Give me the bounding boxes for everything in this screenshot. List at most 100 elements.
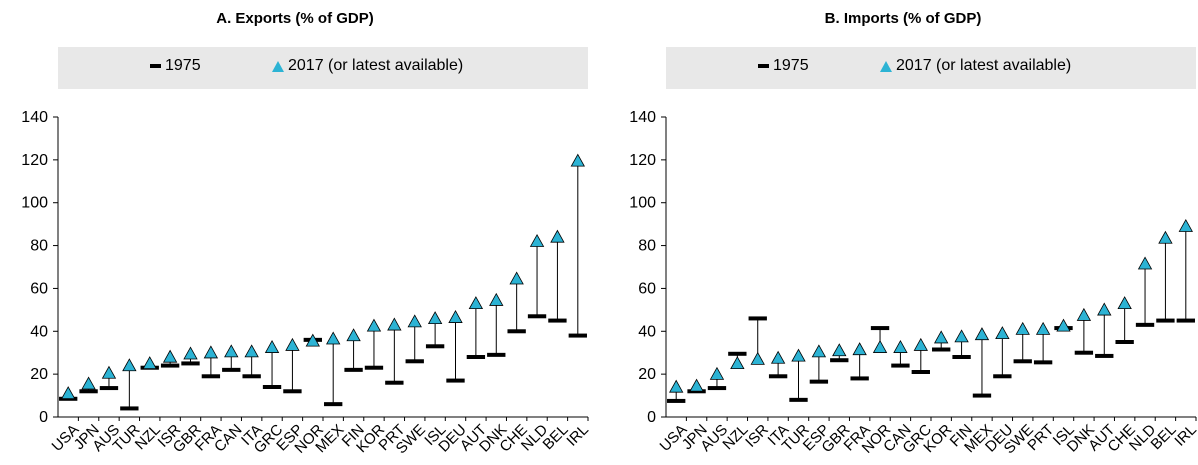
marker-2017-jpn (689, 378, 704, 392)
marker-2017-ita (244, 344, 259, 358)
marker-2017-isr (750, 351, 765, 365)
marker-1975-swe (405, 359, 424, 364)
marker-2017-can (224, 344, 239, 358)
marker-1975-tur (120, 406, 139, 411)
marker-2017-prt (387, 317, 402, 331)
marker-2017-nzl (142, 356, 157, 370)
legend-label-2017: 2017 (or latest available) (896, 57, 1072, 74)
category-label-irl: IRL (563, 421, 590, 450)
marker-2017-nor (872, 340, 888, 353)
y-tick-label: 0 (647, 409, 656, 426)
y-tick-label: 80 (30, 238, 48, 255)
marker-2017-isr (162, 349, 178, 363)
legend-item-2017: 2017 (or latest available) (880, 57, 1071, 75)
marker-2017-aus (709, 366, 725, 380)
marker-2017-nld (1137, 256, 1153, 270)
marker-2017-dnk (1076, 307, 1092, 321)
marker-1975-usa (667, 398, 686, 403)
marker-1975-prt (1033, 360, 1053, 365)
marker-1975-nld (1135, 322, 1155, 327)
marker-2017-deu (995, 326, 1010, 340)
chart-panel-imports: B. Imports (% of GDP) 1975 2017 (or late… (608, 0, 1198, 465)
marker-2017-usa (669, 379, 684, 393)
marker-2017-bel (550, 229, 565, 243)
marker-2017-fin (954, 329, 969, 343)
marker-2017-fra (203, 345, 219, 359)
marker-1975-mex (972, 393, 992, 398)
marker-2017-prt (1035, 321, 1051, 335)
marker-1975-irl (568, 333, 587, 338)
marker-2017-irl (1178, 218, 1193, 232)
marker-1975-isl (425, 344, 445, 349)
marker-2017-aus (101, 365, 117, 379)
legend-item-2017: 2017 (or latest available) (272, 57, 463, 75)
marker-2017-esp (811, 344, 827, 358)
y-tick-label: 140 (629, 109, 656, 126)
y-tick-label: 100 (629, 195, 656, 212)
y-tick-label: 40 (30, 323, 48, 340)
marker-2017-kor (366, 318, 382, 332)
marker-1975-dnk (1074, 350, 1094, 355)
y-tick-label: 140 (21, 109, 48, 126)
legend-item-1975: 1975 (758, 57, 809, 75)
marker-2017-tur (791, 348, 806, 362)
marker-2017-usa (61, 386, 76, 400)
marker-1975-aut (1095, 353, 1114, 358)
marker-2017-nld (529, 233, 545, 247)
marker-1975-deu (446, 378, 465, 383)
marker-2017-gbr (183, 346, 198, 360)
category-label-irl: IRL (1171, 421, 1198, 450)
marker-2017-jpn (81, 376, 96, 390)
chart-title: B. Imports (% of GDP) (824, 10, 982, 27)
marker-2017-nor (305, 333, 320, 347)
legend-label-1975: 1975 (773, 57, 809, 74)
legend-label-1975: 1975 (165, 57, 201, 74)
marker-1975-kor (364, 365, 384, 370)
marker-1975-che (1115, 340, 1134, 344)
marker-2017-che (1117, 296, 1132, 310)
marker-1975-esp (809, 379, 829, 384)
marker-2017-ita (770, 350, 786, 364)
marker-2017-esp (285, 337, 300, 351)
marker-2017-gbr (832, 343, 847, 357)
marker-2017-tur (122, 358, 137, 372)
marker-1975-grc (911, 370, 930, 374)
marker-2017-fin (346, 328, 361, 342)
marker-1975-isr (160, 363, 180, 368)
marker-1975-nor (870, 326, 890, 331)
marker-1975-fin (952, 355, 971, 359)
legend-label-2017: 2017 (or latest available) (288, 57, 464, 74)
marker-2017-can (893, 340, 908, 353)
marker-1975-grc (262, 385, 282, 389)
y-tick-label: 20 (638, 366, 656, 383)
marker-2017-che (509, 271, 524, 285)
marker-2017-fra (852, 342, 867, 356)
marker-1975-dnk (487, 352, 506, 357)
legend-triangle-marker (272, 60, 284, 72)
y-tick-label: 60 (638, 280, 656, 297)
marker-2017-nzl (730, 356, 745, 370)
marker-2017-dnk (489, 292, 504, 306)
marker-2017-mex (326, 331, 341, 345)
marker-1975-gbr (181, 361, 200, 366)
legend-triangle-marker (880, 60, 892, 72)
marker-1975-isr (748, 316, 767, 321)
marker-1975-gbr (830, 358, 849, 363)
marker-1975-ita (768, 374, 788, 379)
y-tick-label: 120 (21, 152, 48, 169)
y-tick-label: 40 (638, 323, 656, 340)
chart-legend: 1975 2017 (or latest available) (666, 47, 1196, 89)
y-tick-label: 100 (21, 195, 48, 212)
y-tick-label: 60 (30, 280, 48, 297)
marker-1975-irl (1176, 318, 1195, 323)
legend-dash-marker (758, 64, 769, 68)
y-tick-label: 120 (629, 152, 656, 169)
marker-1975-nld (527, 314, 547, 319)
y-tick-label: 20 (30, 366, 48, 383)
marker-2017-deu (448, 310, 463, 323)
marker-1975-can (222, 367, 241, 372)
marker-1975-fra (850, 376, 869, 381)
imports-chart-svg: 020406080100120140USAJPNAUSNZLISRITATURE… (629, 109, 1198, 457)
marker-1975-deu (993, 374, 1012, 379)
y-tick-label: 0 (39, 409, 48, 426)
